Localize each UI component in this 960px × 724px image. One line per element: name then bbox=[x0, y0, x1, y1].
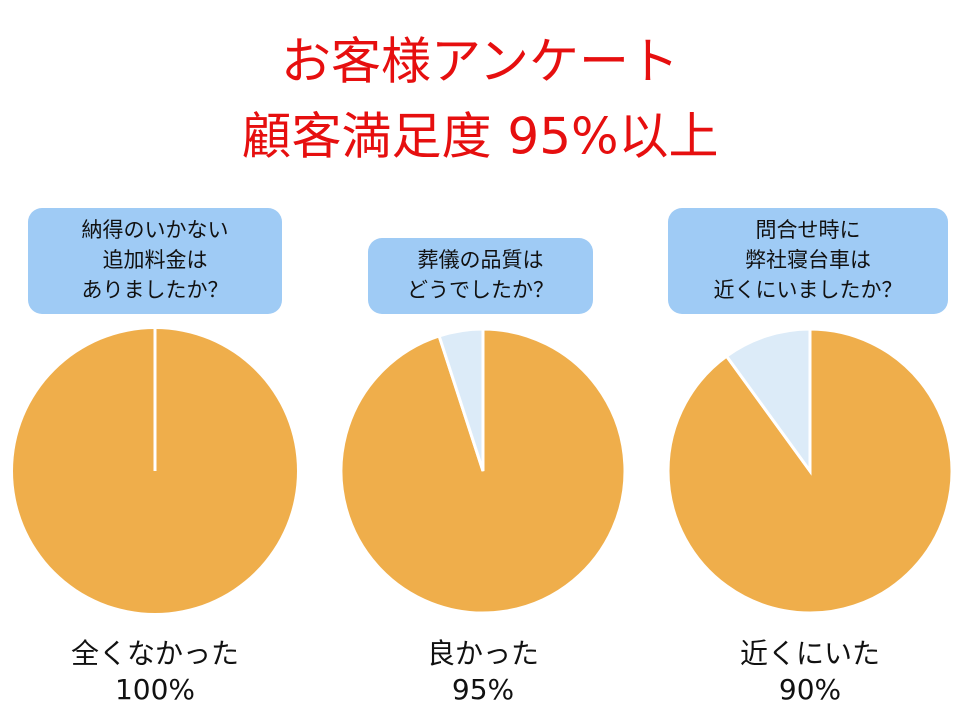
pie-slice bbox=[724, 327, 812, 476]
question-text: 問合せ時に bbox=[756, 218, 861, 242]
question-text: ありましたか？ bbox=[82, 278, 229, 302]
question-text: 近くにいましたか？ bbox=[714, 278, 903, 302]
question-text: どうでしたか？ bbox=[407, 278, 554, 302]
percent-label: 100% bbox=[115, 673, 195, 706]
title-line: お客様アンケート bbox=[281, 33, 679, 91]
question-text: 葬儀の品質は bbox=[418, 248, 544, 272]
title-line: 顧客満足度 95%以上 bbox=[241, 108, 718, 166]
question-text: 弊社寝台車は bbox=[745, 248, 871, 272]
question-box bbox=[668, 208, 948, 314]
answer-label: 全くなかった bbox=[71, 637, 239, 670]
answer-label: 良かった bbox=[427, 637, 539, 670]
pie-slice bbox=[437, 327, 485, 472]
percent-label: 90% bbox=[779, 673, 841, 706]
answer-label: 近くにいた bbox=[740, 637, 880, 670]
question-text: 追加料金は bbox=[103, 248, 208, 272]
question-box bbox=[28, 208, 282, 314]
question-text: 納得のいかない bbox=[82, 218, 229, 242]
question-box bbox=[368, 238, 593, 314]
percent-label: 95% bbox=[452, 673, 514, 706]
